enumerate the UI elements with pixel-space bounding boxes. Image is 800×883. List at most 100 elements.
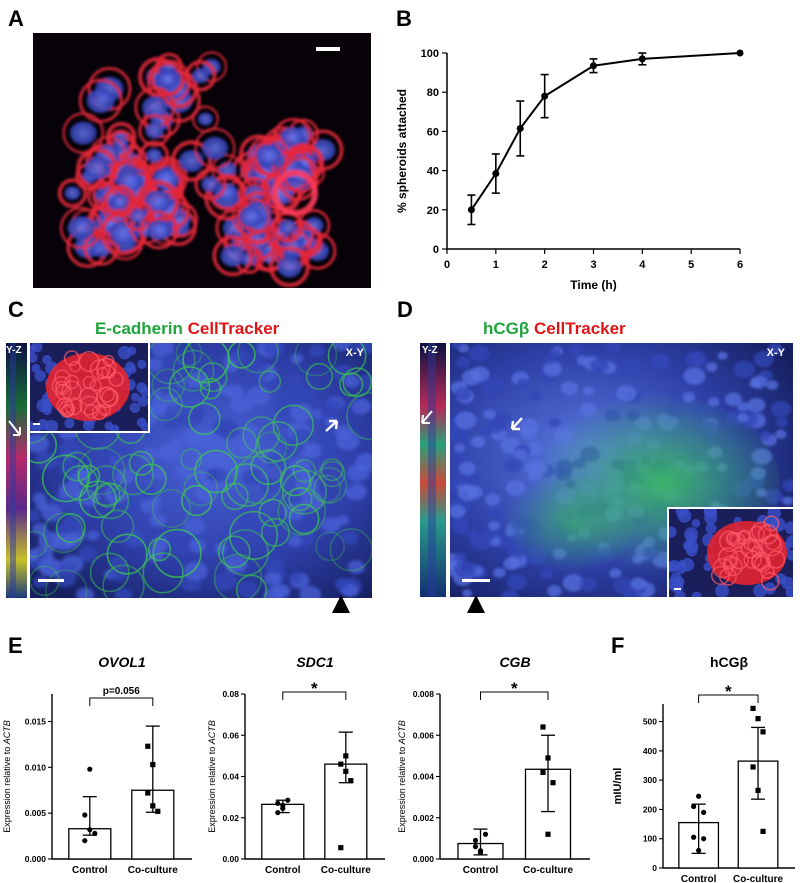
scale-bar xyxy=(38,579,64,582)
data-point xyxy=(541,92,549,100)
inset-celltracker-d xyxy=(667,507,793,597)
inset-celltracker-c xyxy=(30,343,150,433)
control-point xyxy=(87,827,93,833)
coculture-point xyxy=(540,769,546,775)
panel-label-f: F xyxy=(611,633,625,658)
y-tick-label: 300 xyxy=(643,775,657,785)
y-tick-label: 0.005 xyxy=(25,808,47,818)
y-tick-label: 20 xyxy=(427,205,439,217)
xy-label-c: X-Y xyxy=(345,347,364,359)
celltracker-label-d: CellTracker xyxy=(534,319,626,338)
coculture-point xyxy=(750,764,756,770)
cgb-bar-chart: CGB 0.000 0.002 0.004 0.006 0.008 Expression r… xyxy=(397,654,590,876)
xy-label-d: X-Y xyxy=(766,347,785,359)
y-axis-label: Expression relative to ACTB xyxy=(207,720,217,833)
y-tick-label: 60 xyxy=(427,126,439,138)
panel-label-c: C xyxy=(8,297,24,322)
y-axis-label: mIU/ml xyxy=(612,768,624,805)
y-tick-label: 0.002 xyxy=(413,813,435,823)
data-point xyxy=(638,55,646,63)
panel-c-stain-title: E-cadherin CellTracker xyxy=(95,319,279,339)
control-point xyxy=(701,836,707,842)
coculture-point xyxy=(550,780,556,786)
control-point xyxy=(472,844,479,850)
x-tick-label: 5 xyxy=(688,259,694,271)
y-tick-label: 0.010 xyxy=(25,762,47,772)
coculture-point xyxy=(750,705,756,711)
significance-bracket xyxy=(282,691,347,700)
coculture-point xyxy=(343,768,349,774)
data-point xyxy=(467,206,475,214)
y-tick-label: 200 xyxy=(643,804,657,814)
yz-projection-c xyxy=(6,343,27,598)
y-axis-label-gene: ACTB xyxy=(2,720,12,745)
ovol1-bar-chart: OVOL1 0.000 0.005 0.010 0.015 Expression rela… xyxy=(2,654,192,876)
panel-label-d: D xyxy=(397,297,413,322)
x-tick-label: 1 xyxy=(493,259,499,271)
coculture-point xyxy=(755,787,761,793)
coculture-point xyxy=(338,761,344,767)
control-point xyxy=(472,837,479,844)
series-line xyxy=(470,52,741,211)
ecadherin-label: E-cadherin xyxy=(95,319,183,338)
celltracker-label-c: CellTracker xyxy=(187,319,280,338)
arrow-icon xyxy=(421,410,433,424)
y-tick-label: 80 xyxy=(427,87,439,99)
significance-label: p=0.056 xyxy=(103,686,140,697)
spheroid-image xyxy=(57,47,344,288)
yz-projection-d xyxy=(420,343,446,597)
category-label: Co-culture xyxy=(733,874,783,882)
control-point xyxy=(477,848,484,854)
control-point xyxy=(275,800,281,806)
significance-label: * xyxy=(511,679,518,698)
coculture-point xyxy=(150,803,156,809)
arrow-icon xyxy=(510,417,523,431)
panel-d-xy-image: X-Y xyxy=(450,343,793,597)
data-point xyxy=(492,170,500,178)
panel-label-e: E xyxy=(8,633,23,658)
chart-title: OVOL1 xyxy=(98,654,146,670)
control-point xyxy=(280,802,286,808)
category-label: Control xyxy=(463,865,499,876)
y-axis-label: % spheroids attached xyxy=(395,89,409,213)
y-tick-label: 0.06 xyxy=(222,730,239,740)
xy-projection-c xyxy=(30,343,372,598)
significance-bracket xyxy=(480,691,549,700)
control-point xyxy=(82,812,88,818)
panel-d-stain-title: hCGβ CellTracker xyxy=(483,319,626,339)
y-tick-label: 100 xyxy=(643,834,657,844)
data-point xyxy=(516,124,524,132)
y-tick-label: 0.008 xyxy=(413,689,435,699)
y-tick-label: 0.02 xyxy=(222,813,239,823)
coculture-point xyxy=(145,743,151,749)
control-point xyxy=(691,803,697,810)
panel-d-yz-strip: Y-Z xyxy=(420,343,446,597)
arrowhead-icon xyxy=(332,595,350,613)
y-tick-label: 0.015 xyxy=(25,717,47,727)
category-label: Control xyxy=(265,865,301,876)
y-tick-label: 400 xyxy=(643,746,657,756)
y-tick-label: 0 xyxy=(652,863,657,873)
coculture-point xyxy=(150,761,156,768)
x-tick-label: 4 xyxy=(639,259,646,271)
significance-bracket xyxy=(698,694,759,703)
panel-c-yz-strip: Y-Z xyxy=(6,343,27,598)
y-tick-label: 500 xyxy=(643,717,657,727)
yz-label-d: Y-Z xyxy=(422,345,438,356)
control-point xyxy=(82,838,88,844)
panel-label-a: A xyxy=(8,6,24,31)
y-tick-label: 0 xyxy=(433,244,439,256)
control-point xyxy=(691,834,697,840)
x-axis-label: Time (h) xyxy=(570,278,616,292)
y-axis-label: Expression relative to ACTB xyxy=(397,720,407,833)
y-tick-label: 0.08 xyxy=(222,689,239,699)
control-point xyxy=(87,766,93,772)
data-point xyxy=(736,49,744,57)
control-point xyxy=(701,809,707,815)
coculture-point xyxy=(755,716,761,722)
coculture-point xyxy=(540,724,546,730)
coculture-point xyxy=(155,808,161,814)
control-point xyxy=(696,847,702,854)
significance-label: * xyxy=(725,682,732,701)
bar xyxy=(261,803,305,860)
